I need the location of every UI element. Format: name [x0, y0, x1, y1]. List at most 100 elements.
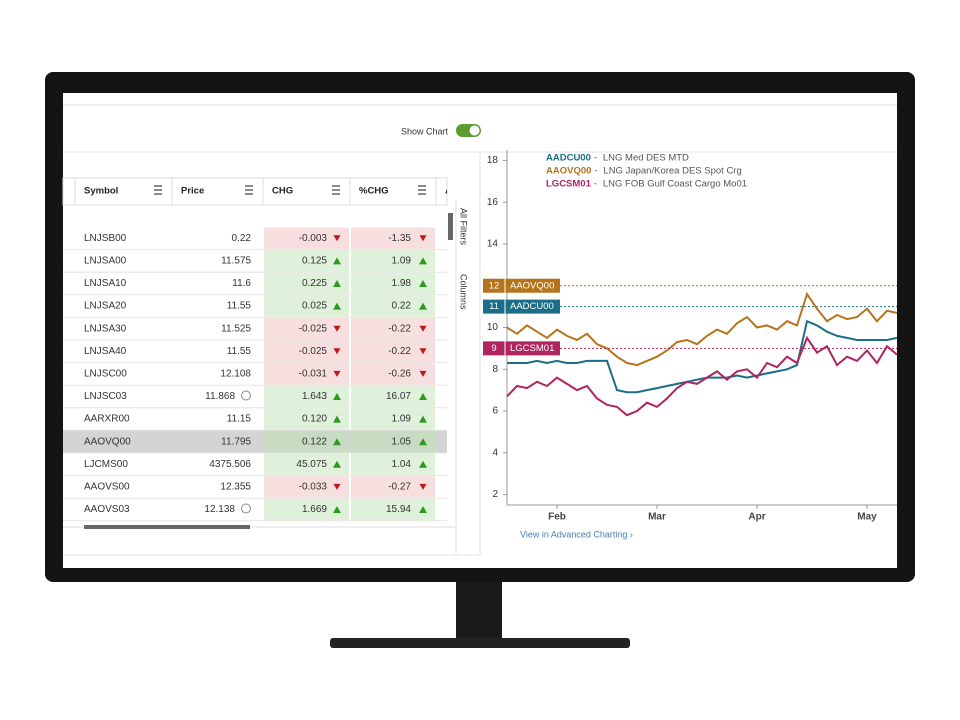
- series-line: [507, 319, 898, 394]
- symbol[interactable]: LNJSC03: [84, 391, 127, 402]
- legend-symbol[interactable]: AAOVQ00: [546, 166, 591, 177]
- change-cell: [264, 340, 349, 363]
- v-scroll-thumb[interactable]: [448, 213, 453, 240]
- history-icon: [241, 503, 251, 514]
- column-header[interactable]: CHG: [272, 186, 293, 197]
- down-arrow: [333, 325, 341, 332]
- tag-box: [483, 341, 560, 356]
- percent-change: 15.94: [386, 504, 411, 515]
- change-cell: [264, 408, 349, 430]
- column-header[interactable]: %CHG: [359, 186, 389, 197]
- up-arrow: [419, 415, 427, 423]
- change-cell: [264, 476, 349, 498]
- series-line: [506, 291, 898, 367]
- price: 11.55: [227, 346, 252, 357]
- tag-value: 9: [491, 343, 496, 354]
- symbol[interactable]: AAOVS00: [84, 482, 130, 493]
- symbol[interactable]: LNJSA30: [84, 323, 127, 334]
- percent-change: 16.07: [386, 391, 411, 402]
- symbol[interactable]: AARXR00: [84, 414, 130, 425]
- menu-icon[interactable]: [332, 185, 340, 195]
- up-arrow: [333, 460, 341, 468]
- symbol[interactable]: LNJSA20: [84, 301, 127, 312]
- toggle-knob: [469, 125, 480, 136]
- legend-description: LNG Japan/Korea DES Spot Crg: [603, 166, 741, 177]
- change-cell: [264, 385, 349, 408]
- column-header[interactable]: Symbol: [84, 186, 118, 197]
- y-tick-label: 8: [492, 364, 498, 375]
- change: 0.025: [302, 301, 327, 312]
- down-arrow: [419, 325, 427, 332]
- x-tick-label: May: [857, 512, 877, 523]
- legend-symbol[interactable]: LGCSM01: [546, 179, 592, 190]
- column-header[interactable]: As: [445, 186, 457, 197]
- change-cell: [351, 385, 435, 408]
- percent-change: 1.98: [392, 278, 412, 289]
- up-arrow: [419, 438, 427, 446]
- percent-change: 1.05: [392, 436, 412, 447]
- symbol[interactable]: LJCMS00: [84, 459, 128, 470]
- change-cell: [264, 295, 349, 317]
- change-cell: [264, 227, 349, 250]
- symbol[interactable]: AAOVQ00: [84, 436, 131, 447]
- down-arrow: [333, 235, 341, 242]
- percent-change: -0.22: [388, 323, 411, 334]
- menu-icon[interactable]: [418, 185, 426, 195]
- percent-change: 1.04: [392, 459, 412, 470]
- change-cell: [264, 250, 349, 272]
- symbol[interactable]: LNJSA00: [84, 256, 127, 267]
- h-scroll-thumb[interactable]: [84, 525, 250, 529]
- legend-separator: -: [594, 153, 597, 164]
- y-tick-label: 18: [487, 155, 499, 166]
- percent-change: 0.22: [392, 301, 412, 312]
- change-cell: [351, 317, 435, 340]
- change: 0.125: [302, 256, 327, 267]
- percent-change: -0.22: [388, 346, 411, 357]
- side-tab[interactable]: All Filters: [459, 208, 469, 246]
- column-header[interactable]: Price: [181, 186, 204, 197]
- x-tick-label: Apr: [748, 512, 765, 523]
- symbol[interactable]: LNJSA40: [84, 346, 127, 357]
- side-tab[interactable]: Columns: [459, 274, 469, 310]
- down-arrow: [333, 348, 341, 355]
- change: 1.669: [302, 504, 327, 515]
- change-cell: [351, 363, 435, 385]
- monitor-neck: [456, 580, 502, 642]
- symbol[interactable]: LNJSA10: [84, 278, 127, 289]
- x-tick-label: Feb: [548, 512, 566, 523]
- symbol[interactable]: LNJSC00: [84, 369, 127, 380]
- menu-icon[interactable]: [245, 185, 253, 195]
- symbol[interactable]: AAOVS03: [84, 504, 130, 515]
- up-arrow: [419, 280, 427, 287]
- y-tick-label: 14: [487, 239, 499, 250]
- price: 4375.506: [209, 459, 251, 470]
- legend-separator: -: [594, 179, 597, 190]
- link[interactable]: View in Advanced Charting ›: [520, 529, 633, 539]
- y-tick-label: 16: [487, 197, 499, 208]
- symbol[interactable]: LNJSB00: [84, 233, 127, 244]
- y-tick-label: 4: [492, 447, 498, 458]
- legend-separator: -: [594, 166, 597, 177]
- percent-change: -1.35: [388, 233, 411, 244]
- price: 11.795: [221, 436, 251, 447]
- legend-symbol[interactable]: AADCU00: [546, 153, 591, 164]
- percent-change: -0.27: [388, 482, 411, 493]
- change: 45.075: [296, 459, 327, 470]
- change-cell: [351, 453, 435, 476]
- price: 12.355: [220, 482, 251, 493]
- tag-symbol: LGCSM01: [510, 343, 554, 354]
- menu-icon[interactable]: [154, 185, 162, 195]
- change: -0.031: [299, 369, 328, 380]
- price: 11.575: [221, 256, 251, 267]
- change-cell: [351, 408, 435, 430]
- change: -0.003: [299, 233, 328, 244]
- price: 0.22: [232, 233, 252, 244]
- legend-description: LNG Med DES MTD: [603, 153, 689, 164]
- change-cell: [351, 250, 435, 272]
- change-cell: [264, 430, 349, 453]
- change-cell: [264, 317, 349, 340]
- change: 0.120: [302, 414, 327, 425]
- price: 11.15: [227, 414, 252, 425]
- down-arrow: [419, 235, 427, 242]
- up-arrow: [333, 302, 341, 310]
